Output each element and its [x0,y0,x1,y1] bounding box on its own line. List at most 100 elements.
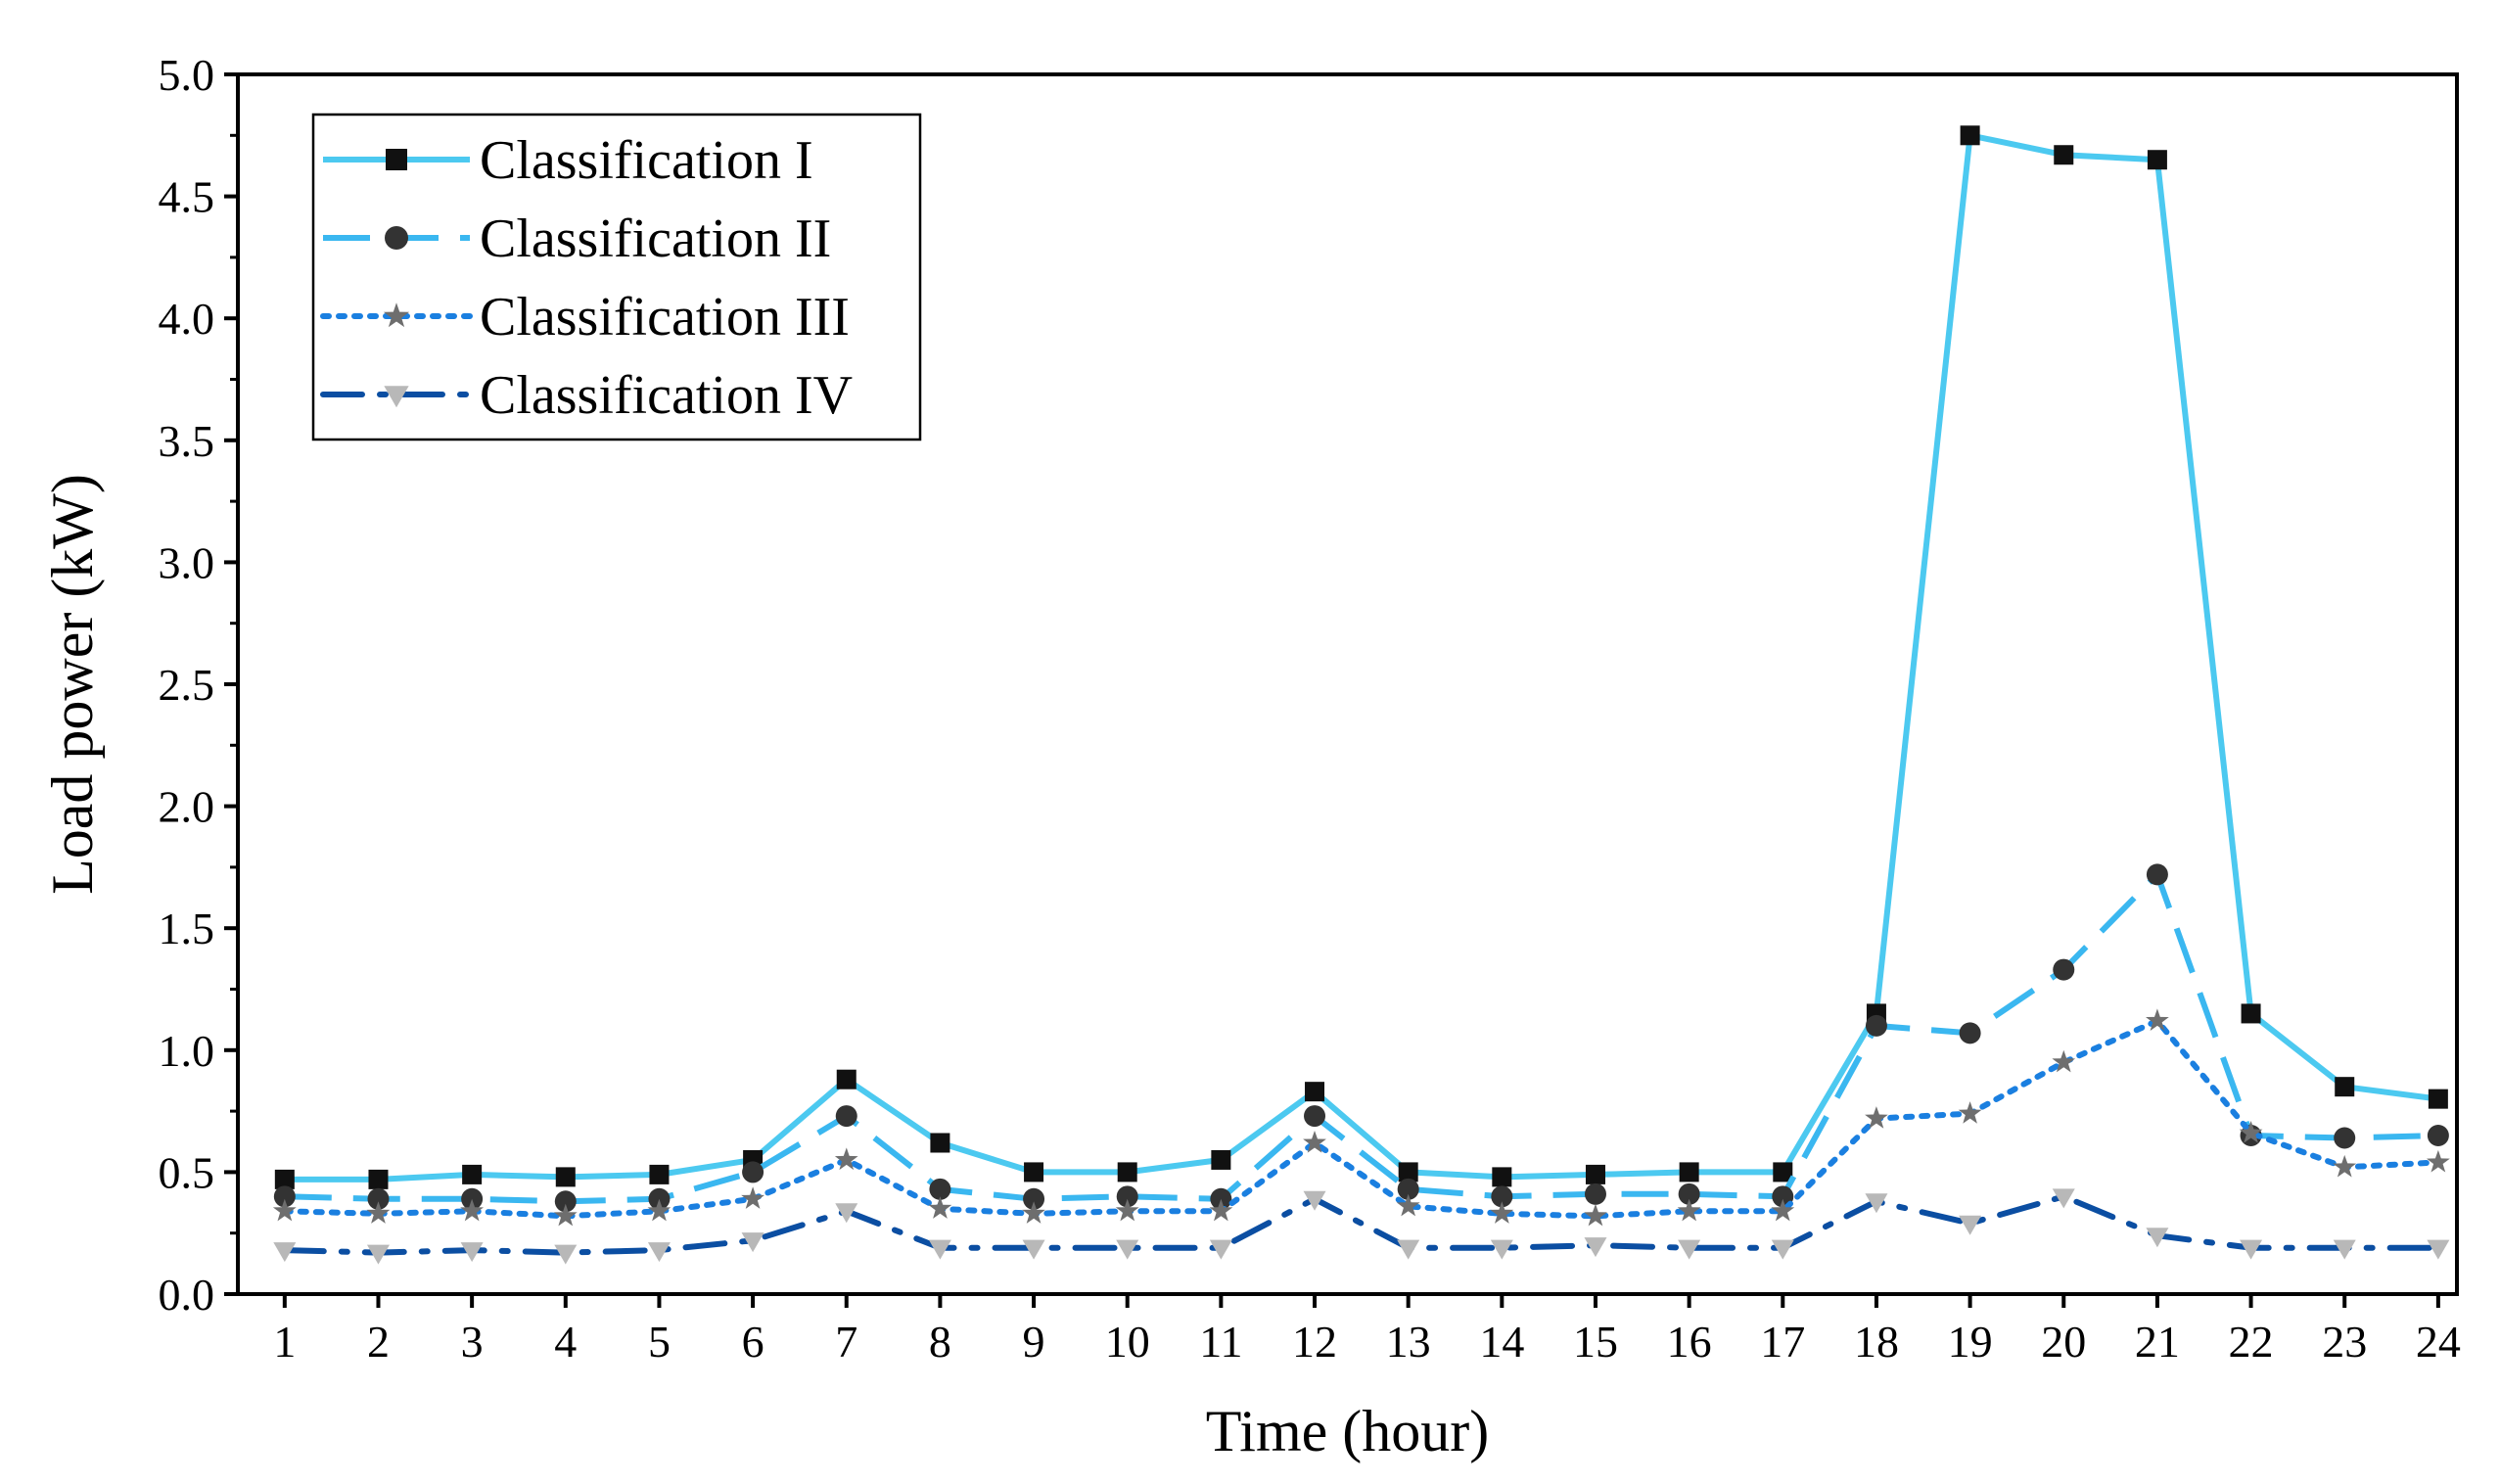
data-point [1584,1203,1607,1227]
x-tick-label: 18 [1854,1317,1899,1367]
data-point [1117,1162,1137,1183]
y-tick-label: 4.5 [159,172,215,222]
data-point [928,1239,951,1260]
data-point [1116,1239,1139,1260]
data-point [1678,1183,1700,1205]
series-line [281,1193,2441,1256]
legend-item-2: Classification II [323,209,831,269]
data-point [2054,145,2074,165]
data-point [928,1196,952,1219]
data-point [1958,1101,1982,1124]
data-point [1022,1239,1045,1260]
data-point [1115,1198,1139,1222]
data-point [1304,1105,1326,1128]
data-point [462,1164,483,1184]
data-point [272,1198,297,1222]
data-point [835,1105,857,1128]
data-point [2239,1121,2263,1143]
data-point [929,1178,951,1200]
data-point [1771,1239,1794,1260]
data-point [2146,1228,2169,1248]
x-tick-label: 17 [1760,1317,1805,1367]
data-point [1022,1201,1045,1224]
y-tick-label: 2.0 [159,782,215,832]
data-point [2333,1239,2356,1260]
data-point [368,1169,389,1189]
data-point [649,1164,670,1184]
y-tick-label: 1.0 [159,1026,215,1076]
legend-label: Classification III [480,287,850,348]
legend-marker [384,386,409,408]
data-point [648,1187,671,1210]
legend-box [311,113,922,441]
data-point [647,1198,671,1222]
y-tick-label: 3.5 [159,416,215,466]
x-tick-label: 21 [2135,1317,2180,1367]
data-point [1584,1183,1606,1205]
x-tick-label: 14 [1479,1317,1524,1367]
y-tick-label: 3.0 [159,537,215,587]
data-point [1584,1237,1607,1258]
data-point [1303,1190,1326,1211]
data-point [647,1242,671,1263]
data-point [2240,1239,2263,1260]
legend-label: Classification I [480,130,813,191]
data-point [1677,1198,1701,1222]
data-point [367,1187,390,1210]
series-line [284,871,2438,1205]
data-point [1865,1014,1887,1037]
x-tick-label: 6 [742,1317,764,1367]
series-line [284,132,2439,1183]
series-1 [274,125,2448,1189]
x-tick-label: 16 [1667,1317,1712,1367]
data-point [1210,1187,1232,1210]
data-point [1209,1198,1233,1222]
data-point [2428,1089,2448,1109]
data-point [1865,1193,1888,1214]
data-point [1023,1187,1045,1210]
data-point [2427,1149,2450,1173]
data-point [1959,1022,1981,1044]
data-point [1959,1215,1982,1235]
x-tick-label: 9 [1023,1317,1045,1367]
legend-marker [383,302,410,328]
data-point [366,1201,391,1224]
x-tick-label: 5 [648,1317,671,1367]
data-point [1585,1164,1605,1184]
data-point [460,1198,484,1222]
data-point [1678,1239,1701,1260]
x-tick-label: 10 [1105,1317,1150,1367]
data-point [2053,958,2075,981]
data-point [1490,1239,1513,1260]
data-point [553,1203,578,1227]
data-point [1397,1178,1419,1200]
x-tick-label: 8 [929,1317,951,1367]
data-point [2427,1239,2450,1260]
y-tick-label: 0.5 [159,1147,215,1197]
legend-label: Classification IV [480,365,853,426]
x-tick-label: 11 [1199,1317,1242,1367]
x-tick-label: 13 [1386,1317,1431,1367]
data-point [2052,1049,2076,1073]
data-point [834,1147,858,1171]
x-tick-label: 2 [367,1317,390,1367]
y-axis-title: Load power (kW) [40,474,105,895]
data-point [1024,1162,1044,1183]
series-4 [273,1188,2450,1265]
data-point [836,1069,856,1090]
data-point [554,1190,577,1213]
x-tick-label: 1 [273,1317,296,1367]
series-3 [272,1008,2450,1227]
y-tick-label: 5.0 [159,50,215,100]
y-tick-label: 2.5 [159,660,215,710]
data-point [1398,1162,1418,1183]
data-point [554,1244,578,1265]
data-point [2241,1003,2261,1024]
data-point [273,1242,297,1263]
data-point [1960,125,1980,146]
data-point [2427,1125,2449,1147]
legend-item-4: Classification IV [320,365,853,426]
data-point [461,1187,484,1210]
data-point [1491,1185,1513,1208]
data-point [2147,150,2167,170]
